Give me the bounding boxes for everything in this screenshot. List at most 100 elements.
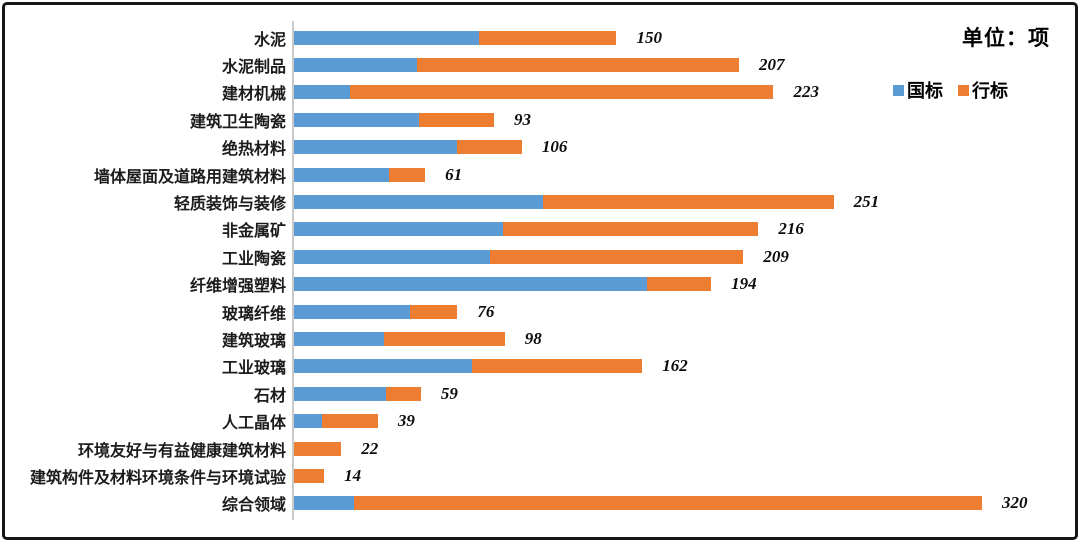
guobiao-legend-label: 国标	[907, 81, 943, 101]
bar-row: 建材机械 223	[0, 79, 1080, 106]
hangbiao-legend-swatch-icon	[958, 84, 969, 96]
hangbiao-bar-segment	[543, 195, 834, 210]
legend: 国标 行标	[893, 77, 1008, 103]
hangbiao-bar-segment	[321, 414, 378, 429]
bar-row: 工业玻璃 162	[0, 353, 1080, 380]
category-label: 环境友好与有益健康建筑材料	[77, 442, 286, 460]
value-label: 76	[477, 301, 495, 321]
bar-row: 建筑卫生陶瓷 93	[0, 106, 1080, 133]
hangbiao-bar-segment	[489, 249, 744, 264]
bar-track: 223	[294, 82, 819, 102]
value-label: 207	[759, 55, 785, 75]
category-label: 工业陶瓷	[221, 250, 286, 268]
category-label: 轻质装饰与装修	[173, 196, 286, 214]
guobiao-bar-segment	[294, 496, 355, 511]
hangbiao-bar-segment	[294, 468, 325, 483]
bar-row: 绝热材料 106	[0, 134, 1080, 161]
value-label: 39	[397, 411, 415, 431]
bar-track: 59	[294, 383, 458, 403]
value-label: 216	[778, 219, 804, 239]
value-label: 194	[731, 274, 757, 294]
bar-track: 39	[294, 411, 415, 431]
value-label: 93	[513, 109, 531, 129]
hangbiao-bar-segment	[354, 496, 982, 511]
hangbiao-bar-segment	[388, 167, 426, 182]
guobiao-bar-segment	[294, 304, 411, 319]
hangbiao-bar-segment	[478, 30, 617, 45]
value-label: 150	[636, 27, 662, 47]
legend-item-guobiao: 国标	[893, 77, 943, 103]
guobiao-bar-segment	[294, 386, 387, 401]
category-label: 墙体屋面及道路用建筑材料	[93, 168, 286, 186]
value-label: 98	[524, 328, 542, 348]
value-label: 162	[662, 356, 688, 376]
value-label: 22	[361, 438, 379, 458]
value-label: 61	[445, 164, 463, 184]
value-label: 320	[1001, 493, 1028, 513]
bar-track: 14	[294, 465, 362, 485]
hangbiao-bar-segment	[457, 140, 522, 155]
bar-track: 93	[294, 109, 531, 129]
hangbiao-bar-segment	[384, 331, 505, 346]
hangbiao-bar-segment	[294, 441, 342, 456]
guobiao-bar-segment	[294, 30, 479, 45]
category-label: 综合领域	[221, 497, 286, 515]
guobiao-bar-segment	[294, 222, 503, 237]
hangbiao-bar-segment	[472, 359, 643, 374]
bar-row: 建筑玻璃 98	[0, 325, 1080, 352]
category-label: 纤维增强塑料	[189, 278, 286, 296]
guobiao-bar-segment	[294, 359, 473, 374]
category-label: 人工晶体	[221, 415, 286, 433]
guobiao-bar-segment	[294, 277, 647, 292]
guobiao-bar-segment	[294, 195, 544, 210]
bar-row: 玻璃纤维 76	[0, 298, 1080, 325]
bar-track: 207	[294, 55, 785, 75]
guobiao-bar-segment	[294, 414, 322, 429]
value-label: 251	[853, 192, 880, 212]
bar-track: 61	[294, 164, 463, 184]
y-axis-line	[292, 21, 294, 520]
value-label: 14	[344, 465, 362, 485]
bar-track: 150	[294, 27, 662, 47]
category-label: 石材	[253, 387, 286, 405]
value-label: 223	[793, 82, 819, 102]
bar-row: 人工晶体 39	[0, 407, 1080, 434]
bar-track: 320	[294, 493, 1028, 513]
guobiao-legend-swatch-icon	[893, 84, 904, 96]
bar-row: 墙体屋面及道路用建筑材料 61	[0, 161, 1080, 188]
bar-rows: 水泥 150 水泥制品 207 建材机械 223 建筑卫生陶瓷 93 绝热材料 106 墙体屋面及道…	[0, 24, 1080, 517]
hangbiao-bar-segment	[386, 386, 421, 401]
hangbiao-bar-segment	[418, 112, 494, 127]
bar-track: 216	[294, 219, 804, 239]
bar-track: 98	[294, 328, 542, 348]
hangbiao-bar-segment	[416, 58, 740, 73]
bar-track: 194	[294, 274, 757, 294]
bar-row: 工业陶瓷 209	[0, 243, 1080, 270]
category-label: 玻璃纤维	[221, 305, 286, 323]
bar-track: 76	[294, 301, 495, 321]
bar-row: 纤维增强塑料 194	[0, 271, 1080, 298]
hangbiao-bar-segment	[502, 222, 759, 237]
bar-row: 非金属矿 216	[0, 216, 1080, 243]
category-label: 水泥制品	[221, 59, 286, 77]
guobiao-bar-segment	[294, 140, 458, 155]
bar-track: 106	[294, 137, 567, 156]
guobiao-bar-segment	[294, 112, 419, 127]
category-label: 建筑玻璃	[221, 332, 286, 350]
guobiao-bar-segment	[294, 85, 350, 100]
bar-row: 水泥 150	[0, 24, 1080, 51]
bar-row: 环境友好与有益健康建筑材料 22	[0, 435, 1080, 462]
value-label: 59	[440, 383, 458, 403]
legend-item-hangbiao: 行标	[958, 77, 1008, 103]
category-label: 建筑卫生陶瓷	[189, 113, 286, 131]
bar-row: 综合领域 320	[0, 490, 1080, 517]
unit-title: 单位：项	[962, 27, 1050, 50]
category-label: 工业玻璃	[221, 360, 286, 378]
category-label: 建筑构件及材料环境条件与环境试验	[29, 469, 286, 487]
category-label: 水泥	[253, 31, 286, 49]
hangbiao-bar-segment	[349, 85, 774, 100]
category-label: 建材机械	[221, 86, 286, 104]
guobiao-bar-segment	[294, 58, 417, 73]
bar-track: 209	[294, 247, 789, 266]
bar-track: 251	[294, 192, 880, 212]
